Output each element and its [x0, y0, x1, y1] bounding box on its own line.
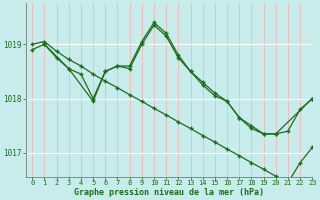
X-axis label: Graphe pression niveau de la mer (hPa): Graphe pression niveau de la mer (hPa) — [74, 188, 264, 197]
